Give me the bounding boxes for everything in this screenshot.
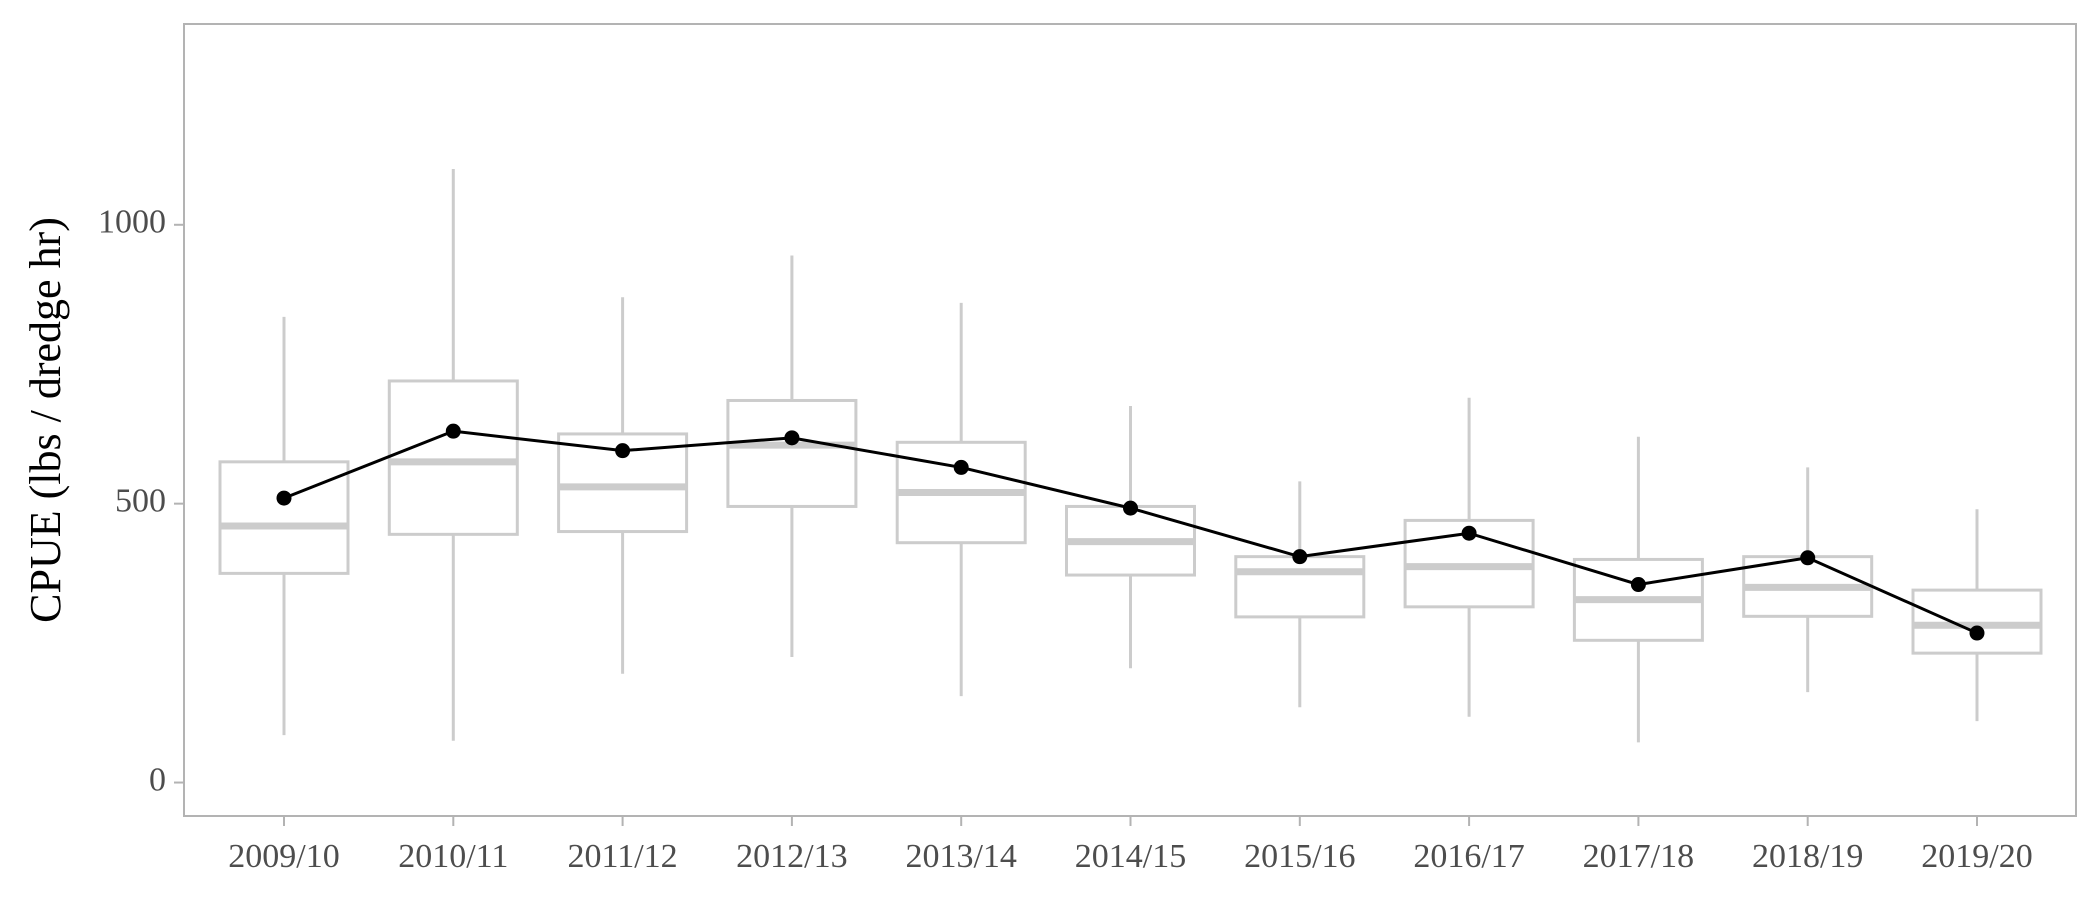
series-point-2009-10 [276, 490, 292, 506]
y-axis-title: CPUE (lbs / dredge hr) [21, 217, 70, 623]
boxplot-2012-13 [726, 255, 858, 658]
series-point-2015-16 [1292, 549, 1308, 565]
y-tick-label: 1000 [98, 204, 166, 241]
box-iqr [1911, 588, 2043, 655]
box-iqr [557, 432, 689, 534]
x-tick-label: 2019/20 [1921, 838, 2032, 875]
x-axis: 2009/10 2010/11 2011/12 2012/13 2013/14 2014/… [228, 816, 2033, 875]
series-point-2017-18 [1630, 577, 1646, 593]
x-tick-label: 2018/19 [1752, 838, 1863, 875]
y-axis: 0 500 1000 [98, 204, 184, 798]
boxplot-2016-17 [1403, 397, 1535, 717]
y-tick-label: 500 [115, 482, 166, 519]
x-tick-label: 2012/13 [736, 838, 847, 875]
boxplot-2015-16 [1234, 481, 1366, 708]
x-tick-label: 2014/15 [1075, 838, 1186, 875]
x-tick-label: 2017/18 [1583, 838, 1694, 875]
x-tick-label: 2011/12 [568, 838, 678, 875]
x-tick-label: 2016/17 [1413, 838, 1524, 875]
box-iqr [1234, 555, 1366, 619]
series-point-2016-17 [1461, 525, 1477, 541]
series-point-2012-13 [784, 430, 800, 446]
series-point-2011-12 [615, 443, 631, 459]
boxplot-2018-19 [1742, 467, 1874, 693]
series-point-2010-11 [445, 423, 461, 439]
box-iqr [726, 398, 858, 508]
boxplots [218, 169, 2043, 743]
y-tick-label: 0 [149, 761, 166, 798]
x-tick-label: 2010/11 [398, 838, 508, 875]
boxplot-2010-11 [387, 169, 519, 741]
boxplot-2019-20 [1911, 509, 2043, 722]
box-iqr [218, 460, 350, 575]
x-tick-label: 2015/16 [1244, 838, 1355, 875]
boxplot-2014-15 [1065, 406, 1196, 669]
series-point-2013-14 [953, 459, 969, 475]
series-point-2018-19 [1800, 550, 1816, 566]
series-point-2014-15 [1123, 500, 1138, 516]
box-iqr [387, 379, 519, 536]
boxplot-2013-14 [895, 302, 1027, 697]
boxplot-2009-10 [218, 316, 350, 736]
x-tick-label: 2009/10 [228, 838, 339, 875]
series-point-2019-20 [1969, 625, 1985, 641]
mean-line-series [276, 423, 1985, 641]
boxplot-2011-12 [557, 297, 689, 674]
x-tick-label: 2013/14 [905, 838, 1016, 875]
